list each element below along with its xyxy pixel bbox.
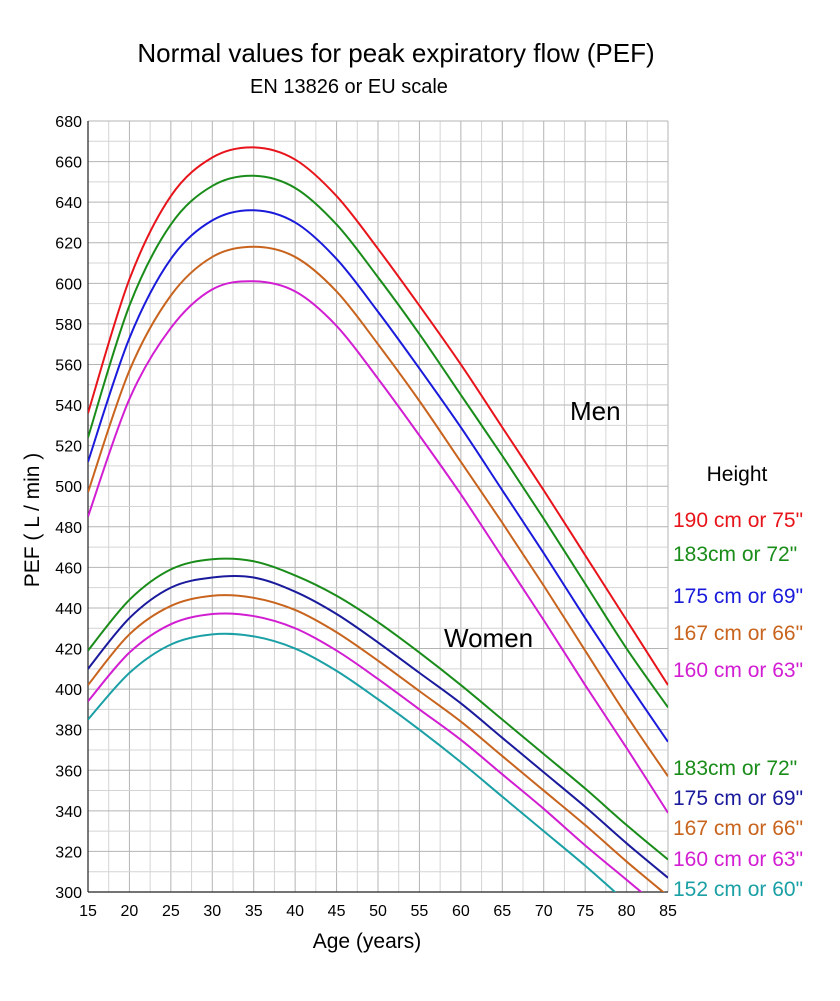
- x-axis-ticks: 15 20 25 30 35 40 45 50 55 60 65 70 75 80 85: [79, 903, 677, 920]
- x-tick-label: 30: [203, 903, 221, 920]
- x-tick-label: 45: [328, 903, 346, 920]
- y-tick-label: 420: [55, 642, 82, 659]
- legend: 190 cm or 75" 183cm or 72" 175 cm or 69" 16…: [673, 509, 803, 901]
- men-group-label: Men: [570, 396, 621, 426]
- x-tick-label: 35: [245, 903, 263, 920]
- women-series-line-4: [88, 632, 617, 892]
- y-tick-label: 600: [55, 276, 82, 293]
- y-tick-label: 480: [55, 520, 82, 537]
- legend-men-0: 190 cm or 75": [673, 509, 803, 532]
- y-tick-label: 300: [55, 885, 82, 902]
- x-tick-label: 70: [535, 903, 553, 920]
- legend-title: Height: [707, 463, 768, 486]
- y-tick-label: 500: [55, 479, 82, 496]
- men-series-line-4: [88, 280, 668, 814]
- legend-women-3: 160 cm or 63": [673, 848, 803, 871]
- y-tick-label: 400: [55, 682, 82, 699]
- y-tick-label: 560: [55, 357, 82, 374]
- x-tick-label: 80: [618, 903, 636, 920]
- women-group-label: Women: [444, 623, 533, 653]
- x-tick-label: 75: [576, 903, 594, 920]
- y-tick-label: 380: [55, 723, 82, 740]
- x-tick-label: 25: [162, 903, 180, 920]
- x-tick-label: 15: [79, 903, 97, 920]
- chart-subtitle: EN 13826 or EU scale: [250, 76, 448, 98]
- y-tick-label: 460: [55, 560, 82, 577]
- y-tick-label: 680: [55, 114, 82, 131]
- legend-women-4: 152 cm or 60": [673, 878, 803, 901]
- women-series-line-3: [88, 612, 643, 892]
- y-tick-label: 580: [55, 317, 82, 334]
- y-tick-label: 440: [55, 601, 82, 618]
- women-series-line-2: [88, 594, 665, 892]
- men-series-line-0: [88, 146, 668, 686]
- x-tick-label: 55: [411, 903, 429, 920]
- men-series-line-1: [88, 174, 668, 708]
- y-tick-label: 540: [55, 398, 82, 415]
- legend-men-2: 175 cm or 69": [673, 585, 803, 608]
- men-series-line-2: [88, 209, 668, 743]
- women-series-line-1: [88, 574, 668, 879]
- y-tick-label: 340: [55, 804, 82, 821]
- x-tick-label: 20: [121, 903, 139, 920]
- x-tick-label: 40: [286, 903, 304, 920]
- y-tick-label: 360: [55, 763, 82, 780]
- x-tick-label: 65: [493, 903, 511, 920]
- legend-men-1: 183cm or 72": [673, 543, 797, 566]
- series-lines: [88, 146, 668, 892]
- y-tick-label: 520: [55, 439, 82, 456]
- x-axis-label: Age (years): [313, 930, 422, 953]
- legend-women-0: 183cm or 72": [673, 757, 797, 780]
- men-series-line-3: [88, 245, 668, 777]
- legend-women-1: 175 cm or 69": [673, 787, 803, 810]
- grid-lines: [87, 120, 669, 893]
- y-axis-label: PEF ( L / min ): [21, 453, 44, 588]
- women-series-line-0: [88, 557, 668, 861]
- legend-men-4: 160 cm or 63": [673, 659, 803, 682]
- y-tick-label: 320: [55, 844, 82, 861]
- y-tick-label: 620: [55, 236, 82, 253]
- chart-title: Normal values for peak expiratory flow (…: [137, 38, 654, 68]
- x-tick-label: 50: [369, 903, 387, 920]
- x-tick-label: 85: [659, 903, 677, 920]
- y-tick-label: 640: [55, 195, 82, 212]
- legend-men-3: 167 cm or 66": [673, 622, 803, 645]
- x-tick-label: 60: [452, 903, 470, 920]
- y-tick-label: 660: [55, 155, 82, 172]
- legend-women-2: 167 cm or 66": [673, 817, 803, 840]
- y-axis-ticks: 300 320 340 360 380 400 420 440 460 480 500 520 540 5…: [55, 114, 82, 902]
